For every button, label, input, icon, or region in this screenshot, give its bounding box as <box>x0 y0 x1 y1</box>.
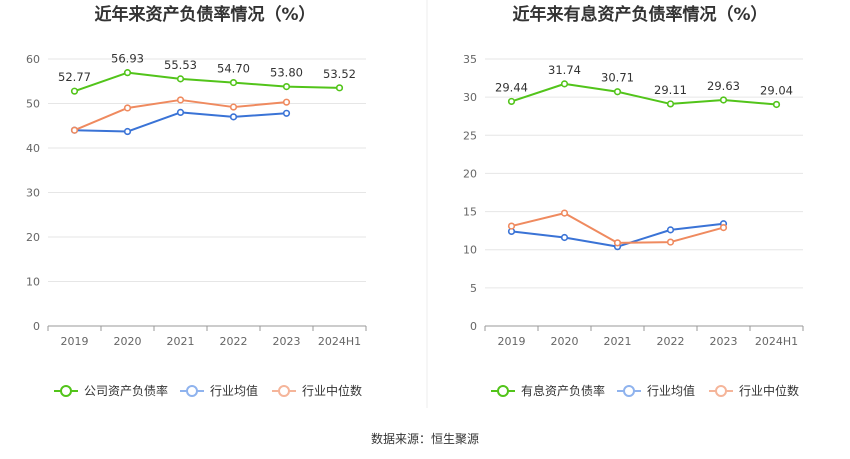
series-line <box>511 82 777 106</box>
data-label: 29.63 <box>707 79 740 93</box>
y-tick-label: 10 <box>463 244 477 257</box>
y-tick-label: 0 <box>33 320 40 333</box>
data-point <box>176 108 185 116</box>
data-point <box>719 96 728 104</box>
data-point <box>666 238 675 246</box>
data-point <box>613 88 622 96</box>
data-point <box>335 84 344 92</box>
data-point <box>229 78 238 87</box>
legend-swatch-marker <box>497 385 509 397</box>
data-point <box>507 97 516 106</box>
data-label: 31.74 <box>548 63 581 77</box>
y-tick-label: 30 <box>26 187 40 200</box>
x-tick-label: 2021 <box>167 335 195 348</box>
legend-label: 行业均值 <box>647 383 695 398</box>
data-label: 53.80 <box>270 66 303 80</box>
y-tick-label: 5 <box>470 282 477 295</box>
legend-item[interactable]: 公司资产负债率 <box>54 383 168 398</box>
data-point <box>560 209 569 217</box>
y-tick-label: 10 <box>26 276 40 289</box>
legend-item[interactable]: 行业中位数 <box>272 383 362 398</box>
legend-label: 有息资产负债率 <box>521 383 605 398</box>
data-point <box>507 222 516 230</box>
source-note: 数据来源：恒生聚源 <box>371 431 479 446</box>
legend-swatch-marker <box>278 385 290 397</box>
y-tick-label: 50 <box>26 98 40 111</box>
x-tick-label: 2019 <box>498 335 526 348</box>
data-point <box>123 127 132 136</box>
data-label: 53.52 <box>323 67 356 81</box>
data-point <box>123 69 132 77</box>
data-point <box>123 104 132 112</box>
x-tick-label: 2022 <box>220 335 248 348</box>
x-tick-label: 2024H1 <box>755 335 798 348</box>
data-label: 54.70 <box>217 62 250 76</box>
data-point <box>176 96 185 104</box>
legend-swatch-marker <box>186 385 198 397</box>
legend-swatch-marker <box>60 385 72 397</box>
data-point <box>560 233 569 242</box>
data-point <box>613 239 622 247</box>
legend-label: 行业均值 <box>210 383 258 398</box>
y-tick-label: 35 <box>463 53 477 66</box>
legend-item[interactable]: 行业均值 <box>617 383 695 398</box>
data-point <box>282 98 291 106</box>
legend-swatch-marker <box>623 385 635 397</box>
data-point <box>719 223 728 232</box>
interest-debt-ratio-chart: 近年来有息资产负债率情况（%） 0 5 10 15 20 25 30 35 2019 2020 202… <box>463 4 804 398</box>
legend-item[interactable]: 行业中位数 <box>709 383 799 398</box>
data-label: 29.04 <box>760 83 793 97</box>
data-point <box>176 75 185 83</box>
legend-label: 行业中位数 <box>739 383 799 398</box>
data-point <box>560 80 569 88</box>
data-label: 30.71 <box>601 71 634 85</box>
x-tick-label: 2022 <box>657 335 685 348</box>
x-tick-label: 2023 <box>273 335 301 348</box>
data-point <box>282 109 291 117</box>
chart-title: 近年来资产负债率情况（%） <box>94 4 315 25</box>
data-label: 29.11 <box>654 83 687 97</box>
y-tick-label: 60 <box>26 53 40 66</box>
x-tick-label: 2019 <box>61 335 89 348</box>
data-label: 52.77 <box>58 70 91 84</box>
data-point <box>666 100 675 108</box>
data-point <box>666 226 675 234</box>
chart-title: 近年来有息资产负债率情况（%） <box>512 4 767 25</box>
x-tick-label: 2020 <box>551 335 579 348</box>
y-tick-label: 20 <box>463 167 477 180</box>
x-tick-label: 2023 <box>710 335 738 348</box>
legend-item[interactable]: 有息资产负债率 <box>491 383 605 398</box>
y-tick-label: 40 <box>26 142 40 155</box>
legend-label: 行业中位数 <box>302 383 362 398</box>
debt-ratio-chart: 近年来资产负债率情况（%） 0 10 20 30 40 50 60 2019 2020 2021 20… <box>26 4 367 398</box>
data-point <box>229 113 238 121</box>
y-tick-label: 15 <box>463 206 477 219</box>
data-point <box>70 126 79 134</box>
series-line <box>74 71 340 93</box>
y-tick-label: 0 <box>470 320 477 333</box>
legend-swatch-marker <box>715 385 727 397</box>
data-point <box>282 82 291 91</box>
data-point <box>229 103 238 111</box>
data-point <box>70 87 79 95</box>
x-tick-label: 2024H1 <box>318 335 361 348</box>
data-point <box>772 100 781 109</box>
y-tick-label: 25 <box>463 129 477 142</box>
y-tick-label: 20 <box>26 231 40 244</box>
legend-label: 公司资产负债率 <box>84 383 168 398</box>
legend-item[interactable]: 行业均值 <box>180 383 258 398</box>
data-label: 29.44 <box>495 80 528 94</box>
x-tick-label: 2020 <box>114 335 142 348</box>
data-label: 55.53 <box>164 58 197 72</box>
x-tick-label: 2021 <box>604 335 632 348</box>
data-label: 56.93 <box>111 52 144 66</box>
y-tick-label: 30 <box>463 91 477 104</box>
